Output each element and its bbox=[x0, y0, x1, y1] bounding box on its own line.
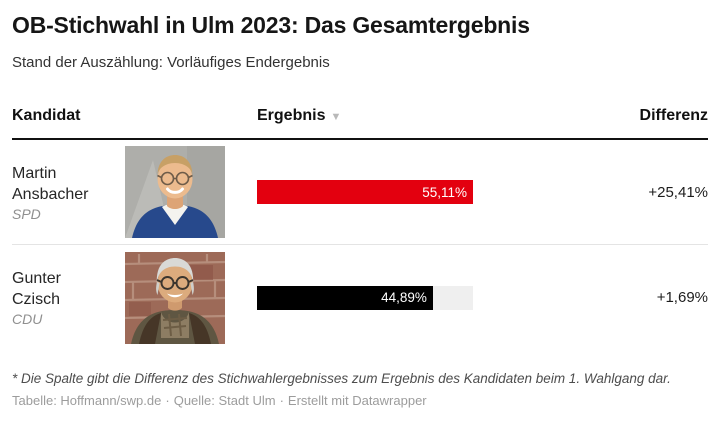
result-bar-label: 44,89% bbox=[381, 290, 427, 305]
result-bar-track: 44,89% bbox=[257, 285, 473, 310]
chart-subtitle: Stand der Auszählung: Vorläufiges Enderg… bbox=[12, 54, 330, 71]
candidate-party: CDU bbox=[12, 311, 43, 327]
candidate-last-name: Czisch bbox=[12, 291, 61, 308]
data-source: Quelle: Stadt Ulm bbox=[173, 393, 276, 408]
candidate-first-name: Gunter bbox=[12, 270, 61, 287]
footer-separator: · bbox=[165, 393, 170, 408]
candidate-first-name: Martin bbox=[12, 164, 57, 182]
candidate-name-block: Martin Ansbacher SPD bbox=[12, 163, 125, 222]
candidate-photo-cell bbox=[125, 146, 257, 238]
candidate-photo-cell bbox=[125, 251, 257, 344]
result-bar-cell: 55,11% bbox=[257, 180, 473, 204]
sort-descending-icon: ▼ bbox=[330, 111, 342, 123]
result-bar: 55,11% bbox=[257, 180, 473, 204]
candidate-name-block: Gunter Czisch CDU bbox=[12, 268, 125, 327]
column-header-ergebnis-label: Ergebnis bbox=[257, 107, 326, 124]
column-header-ergebnis[interactable]: Ergebnis ▼ bbox=[257, 107, 473, 125]
result-bar-track: 55,11% bbox=[257, 180, 473, 204]
datawrapper-link[interactable]: Erstellt mit Datawrapper bbox=[287, 393, 427, 408]
candidate-last-name: Ansbacher bbox=[12, 185, 89, 203]
footnote: * Die Spalte gibt die Differenz des Stic… bbox=[12, 371, 671, 386]
candidate-photo-ansbacher bbox=[125, 146, 225, 238]
footer-separator: · bbox=[279, 393, 284, 408]
candidate-photo-czisch bbox=[125, 251, 225, 344]
candidate-party: SPD bbox=[12, 205, 41, 222]
table-credit-link[interactable]: Tabelle: Hoffmann/swp.de bbox=[12, 393, 162, 408]
attribution-footer: Tabelle: Hoffmann/swp.de · Quelle: Stadt U… bbox=[12, 393, 708, 408]
page-title: OB-Stichwahl in Ulm 2023: Das Gesamterge… bbox=[12, 12, 530, 38]
difference-value: +25,41% bbox=[648, 183, 708, 201]
column-header-differenz[interactable]: Differenz bbox=[639, 107, 708, 124]
result-bar: 44,89% bbox=[257, 285, 433, 310]
table-row: Gunter Czisch CDU bbox=[12, 245, 708, 350]
result-bar-label: 55,11% bbox=[422, 184, 467, 200]
table-row: Martin Ansbacher SPD bbox=[12, 140, 708, 245]
result-bar-cell: 44,89% bbox=[257, 285, 473, 310]
table-header-row: Kandidat Ergebnis ▼ Differenz bbox=[12, 107, 708, 140]
difference-value: +1,69% bbox=[656, 289, 708, 306]
column-header-kandidat[interactable]: Kandidat bbox=[12, 107, 81, 124]
